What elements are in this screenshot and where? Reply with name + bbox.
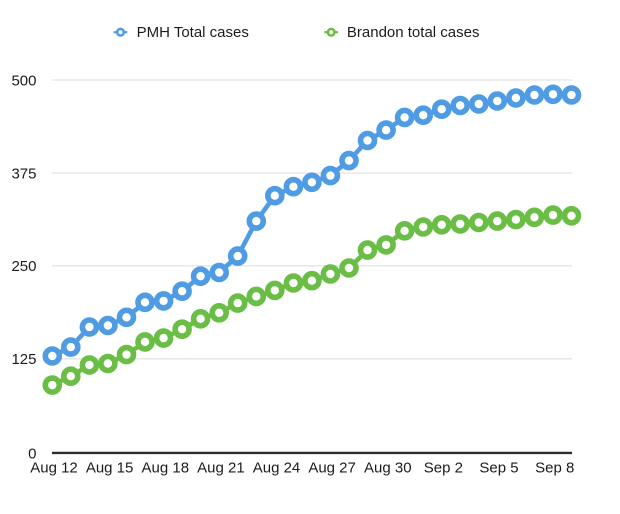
svg-text:Aug 15: Aug 15 — [86, 459, 134, 476]
svg-text:Aug 30: Aug 30 — [364, 459, 412, 476]
svg-text:Aug 24: Aug 24 — [253, 459, 301, 476]
svg-text:250: 250 — [11, 258, 36, 275]
svg-text:Sep 8: Sep 8 — [535, 459, 574, 476]
svg-text:375: 375 — [11, 165, 36, 182]
svg-text:Brandon total cases: Brandon total cases — [347, 24, 480, 41]
svg-text:125: 125 — [11, 351, 36, 368]
svg-text:Sep 5: Sep 5 — [479, 459, 518, 476]
svg-text:PMH Total cases: PMH Total cases — [137, 24, 249, 41]
svg-text:Sep 2: Sep 2 — [424, 459, 463, 476]
svg-text:Aug 12: Aug 12 — [30, 459, 78, 476]
svg-text:Aug 21: Aug 21 — [197, 459, 245, 476]
svg-text:Aug 27: Aug 27 — [308, 459, 356, 476]
svg-text:0: 0 — [28, 445, 36, 462]
svg-text:500: 500 — [11, 72, 36, 89]
svg-text:Aug 18: Aug 18 — [142, 459, 190, 476]
